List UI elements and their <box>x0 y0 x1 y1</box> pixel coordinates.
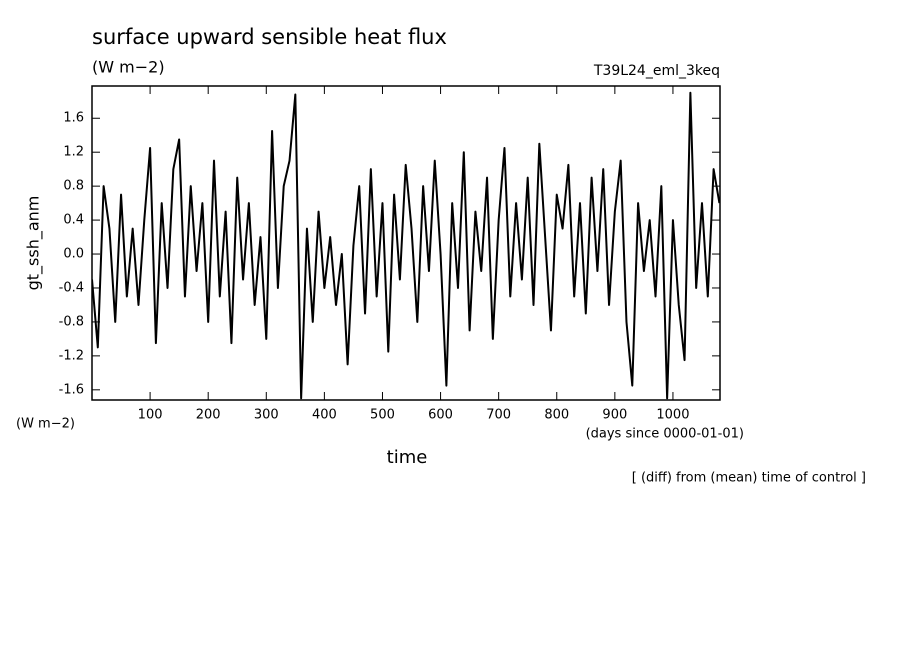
chart-title: surface upward sensible heat flux <box>92 25 447 49</box>
run-label: T39L24_eml_3keq <box>593 63 720 79</box>
x-tick-label: 600 <box>428 408 453 423</box>
x-tick-label: 1000 <box>656 408 689 423</box>
y-tick-label: 1.6 <box>63 111 84 126</box>
x-tick-label: 300 <box>254 408 279 423</box>
x-label: time <box>387 447 428 468</box>
y-tick-label: 0.8 <box>63 179 84 194</box>
y-tick-label: -0.8 <box>59 314 84 329</box>
y-units: (W m−2) <box>16 417 75 432</box>
data-line <box>92 91 720 400</box>
x-units: (days since 0000-01-01) <box>586 427 744 442</box>
units: (W m−2) <box>92 58 165 77</box>
y-label: gt_ssh_anm <box>24 196 44 291</box>
x-tick-label: 700 <box>486 408 511 423</box>
x-tick-label: 200 <box>196 408 221 423</box>
x-tick-label: 900 <box>602 408 627 423</box>
y-tick-label: 1.2 <box>63 145 84 160</box>
y-tick-label: 0.0 <box>63 247 84 262</box>
plot-frame <box>91 85 721 401</box>
y-tick-label: -1.2 <box>59 348 84 363</box>
x-tick-label: 400 <box>312 408 337 423</box>
y-tick-label: -0.4 <box>59 280 84 295</box>
y-tick-label: 0.4 <box>63 213 84 228</box>
x-tick-label: 100 <box>138 408 163 423</box>
x-tick-label: 500 <box>370 408 395 423</box>
note: [ (diff) from (mean) time of control ] <box>632 471 866 486</box>
x-tick-label: 800 <box>544 408 569 423</box>
y-tick-label: -1.6 <box>59 382 84 397</box>
